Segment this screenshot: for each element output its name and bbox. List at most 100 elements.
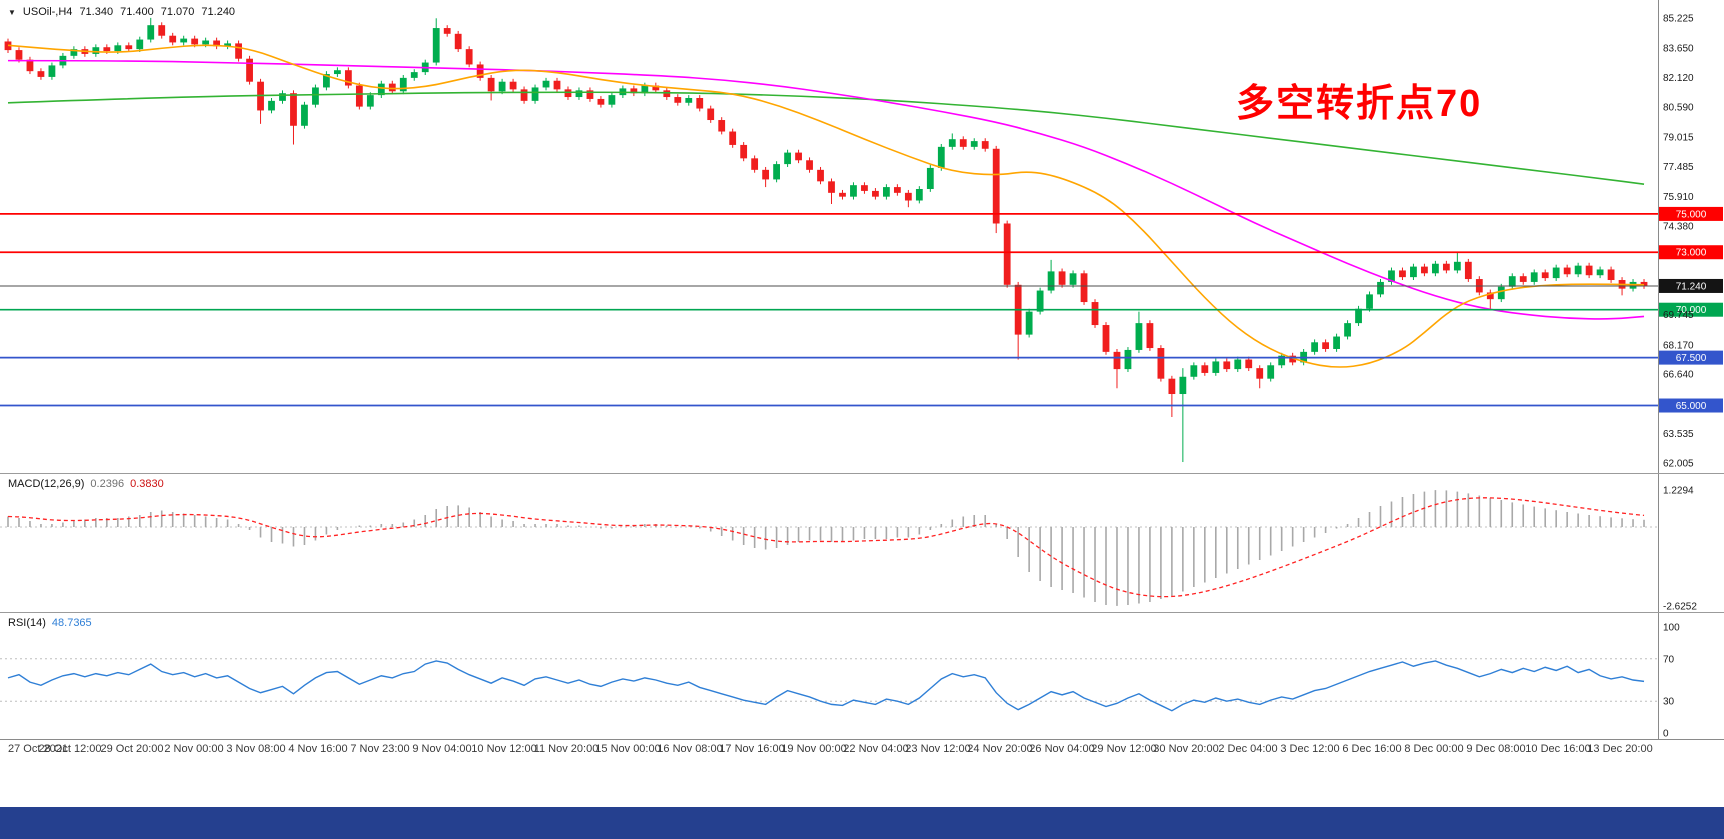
axis-label: 71.240 [1676,281,1707,292]
time-axis-label: 10 Nov 12:00 [471,743,537,755]
main-chart-panel[interactable]: 75.000 73.000 70.000 67.500 65.000 71.240 85.2… [0,0,1724,473]
candle-body [828,181,835,193]
axis-label: 62.005 [1663,458,1694,469]
candle-body [1267,365,1275,379]
candle-body [1607,269,1615,281]
time-axis-label: 10 Dec 16:00 [1525,743,1591,755]
candle-body [1442,263,1450,271]
candle-body [959,139,967,147]
candle-body [268,100,275,111]
time-axis[interactable]: 27 Oct 2021 28 Oct 12:00 29 Oct 20:00 2 Nov… [0,741,1724,761]
candle-body [1157,348,1165,379]
window-bottom-bar [0,807,1724,839]
axis-label: 63.535 [1663,429,1694,440]
rsi-panel[interactable]: 100 70 30 0 [0,613,1724,739]
symbol-collapse-icon[interactable]: ▼ [8,7,16,17]
ohlc-close: 71.240 [201,6,236,18]
ohlc-low: 71.070 [160,6,195,18]
candle-body [806,160,813,170]
candle-body [597,98,605,105]
ma-fast-orange[interactable] [7,44,1645,368]
candle-body [37,71,45,77]
candle-body [334,70,341,75]
time-axis-label: 15 Nov 00:00 [595,743,661,755]
candle-body [169,35,177,43]
time-axis-label: 4 Nov 16:00 [288,743,348,755]
candle-body [663,90,671,98]
candle-body [696,97,704,109]
time-axis-label: 3 Nov 08:00 [226,743,286,755]
candle-body [915,189,923,201]
axis-label: 80.590 [1663,102,1694,113]
candle-body [674,97,682,103]
candle-body [839,192,846,197]
chart-annotation-text[interactable]: 多空转折点70 [1236,83,1483,125]
candle-body [465,49,473,65]
time-axis-label: 22 Nov 04:00 [843,743,909,755]
candle-body [366,95,374,107]
candle-body [1333,336,1340,349]
candle-body [487,77,495,92]
ohlc-high: 71.400 [120,6,154,18]
time-axis-label: 30 Nov 20:00 [1153,743,1219,755]
candle-body [872,190,879,197]
candle-body [762,169,770,180]
axis-label: 100 [1663,623,1680,634]
candle-body [1311,342,1319,352]
axis-label: 70.000 [1676,305,1707,316]
candle-body [1080,273,1088,303]
ma-mid-magenta[interactable] [7,59,1645,320]
candle-body [564,89,572,98]
candle-body [224,43,231,47]
candle-body [1245,359,1253,369]
candle-body [883,187,890,197]
panel-divider-macd-rsi[interactable] [0,612,1724,613]
panel-divider-main-macd[interactable] [0,473,1724,474]
candle-body [1464,261,1472,280]
candle-body [926,167,934,190]
candle-body [718,120,726,132]
candle-body [904,192,912,201]
candle-body [1135,323,1143,350]
candle-body [1486,292,1494,300]
time-axis-label: 29 Oct 20:00 [100,743,164,755]
candle-body [795,152,802,161]
candle-body [1563,267,1571,275]
candle-body [685,97,693,103]
candle-body [191,38,199,45]
candle-body [1519,276,1527,282]
time-axis-border [0,739,1724,740]
candle-body [1201,365,1209,373]
candle-body [1113,351,1121,370]
time-axis-label: 23 Nov 12:00 [905,743,971,755]
macd-panel[interactable]: 1.2294 -2.6252 [0,474,1724,612]
macd-name: MACD(12,26,9) [8,478,85,490]
hline-badge-75.000 [1659,206,1723,221]
candle-body [125,45,133,50]
candlestick-series[interactable] [4,17,1648,463]
candle-body [992,148,1000,224]
candle-body [553,80,561,90]
ma-slow-green[interactable] [7,91,1645,186]
axis-label: -2.6252 [1663,601,1697,612]
rsi-name: RSI(14) [8,617,46,629]
time-axis-label: 13 Dec 20:00 [1587,743,1653,755]
candle-body [751,158,759,170]
axis-label: 79.015 [1663,132,1694,143]
candle-body [1190,365,1198,377]
rsi-value: 48.7365 [51,617,92,629]
candle-body [850,185,857,197]
candle-body [498,81,506,92]
candle-body [443,28,451,34]
candle-body [158,25,166,36]
axis-label: 68.170 [1663,340,1694,351]
candle-body [323,74,330,88]
macd-histogram [7,490,1645,606]
hline-badge-65.000 [1659,398,1723,413]
ohlc-open: 71.340 [79,6,114,18]
candle-body [1179,376,1187,395]
candle-body [1366,294,1373,309]
candle-body [246,58,253,82]
candle-body [1047,271,1055,291]
